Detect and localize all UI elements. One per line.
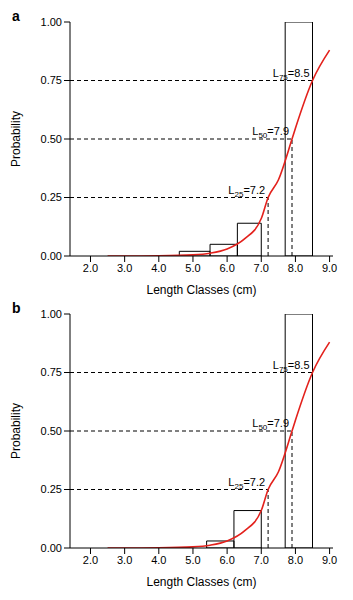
svg-text:3.0: 3.0 (117, 554, 132, 566)
html-text:b: b (12, 300, 21, 316)
svg-text:6.0: 6.0 (219, 262, 234, 274)
svg-text:5.0: 5.0 (185, 262, 200, 274)
svg-text:1.00: 1.00 (41, 16, 62, 28)
svg-text:9.0: 9.0 (322, 554, 337, 566)
svg-text:Probability: Probability (9, 111, 23, 167)
svg-text:1.00: 1.00 (41, 308, 62, 320)
svg-text:2.0: 2.0 (83, 262, 98, 274)
svg-text:5.0: 5.0 (185, 554, 200, 566)
html-text:a: a (12, 8, 20, 24)
svg-text:6.0: 6.0 (219, 554, 234, 566)
svg-text:0.25: 0.25 (41, 483, 62, 495)
svg-text:0.25: 0.25 (41, 191, 62, 203)
svg-text:8.0: 8.0 (288, 554, 303, 566)
svg-text:7.0: 7.0 (254, 262, 269, 274)
svg-text:3.0: 3.0 (117, 262, 132, 274)
svg-text:L75=8.5: L75=8.5 (273, 67, 310, 82)
svg-text:Length Classes (cm): Length Classes (cm) (146, 283, 256, 297)
svg-text:7.0: 7.0 (254, 554, 269, 566)
svg-text:Length Classes (cm): Length Classes (cm) (146, 575, 256, 589)
svg-text:L75=8.5: L75=8.5 (273, 359, 310, 374)
svg-text:0.50: 0.50 (41, 133, 62, 145)
svg-text:0.75: 0.75 (41, 74, 62, 86)
svg-text:0.00: 0.00 (41, 542, 62, 554)
svg-text:0.75: 0.75 (41, 366, 62, 378)
svg-text:L50=7.9: L50=7.9 (252, 417, 289, 432)
svg-text:0.00: 0.00 (41, 250, 62, 262)
svg-text:9.0: 9.0 (322, 262, 337, 274)
svg-text:4.0: 4.0 (151, 554, 166, 566)
svg-text:4.0: 4.0 (151, 262, 166, 274)
svg-text:0.50: 0.50 (41, 425, 62, 437)
svg-text:L25=7.2: L25=7.2 (228, 184, 265, 199)
svg-text:L50=7.9: L50=7.9 (252, 125, 289, 140)
svg-text:8.0: 8.0 (288, 262, 303, 274)
svg-text:2.0: 2.0 (83, 554, 98, 566)
svg-text:Probability: Probability (9, 403, 23, 459)
svg-text:L25=7.2: L25=7.2 (228, 476, 265, 491)
